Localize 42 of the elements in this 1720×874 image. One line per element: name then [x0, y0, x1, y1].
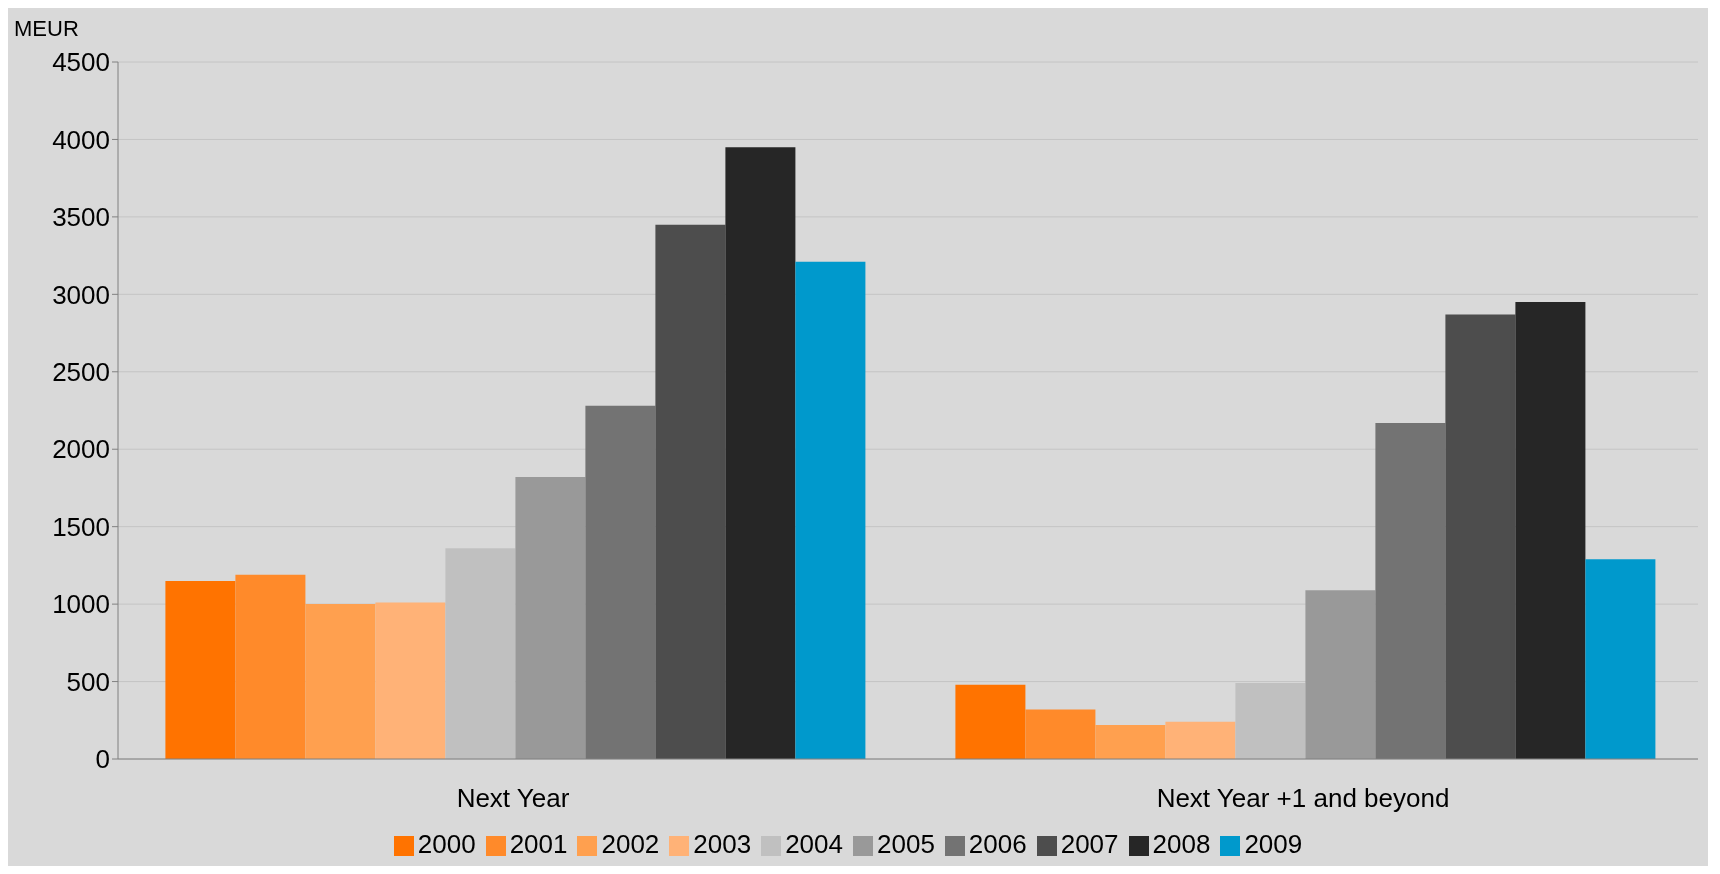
y-tick-label: 0 [95, 744, 110, 775]
legend-label: 2009 [1244, 829, 1303, 859]
y-tick-label: 4000 [52, 124, 110, 155]
y-tick-label: 2000 [52, 434, 110, 465]
bar [1375, 422, 1446, 759]
bar [1165, 721, 1236, 759]
bar [1025, 709, 1096, 759]
legend-label: 2007 [1060, 829, 1119, 859]
y-tick-label: 500 [66, 666, 110, 697]
x-tick-label: Next Year +1 and beyond [1156, 783, 1450, 814]
legend-label: 2002 [601, 829, 660, 859]
bar [1515, 302, 1586, 759]
bar [1585, 559, 1656, 759]
legend-label: 2004 [785, 829, 843, 859]
y-tick-label: 3500 [52, 202, 110, 233]
bar [445, 548, 516, 759]
legend-label: 2008 [1152, 829, 1211, 859]
bar [655, 224, 726, 759]
legend-label: 2006 [968, 829, 1027, 859]
legend-label: 2005 [877, 829, 935, 859]
y-axis-title: MEUR [14, 16, 79, 42]
bar [305, 604, 376, 759]
bar [955, 684, 1026, 759]
y-tick-label: 1000 [52, 589, 110, 620]
bar [585, 405, 656, 759]
bar [1445, 314, 1516, 759]
bar [725, 147, 796, 759]
bar [1095, 724, 1166, 759]
legend-label: 2000 [417, 829, 476, 859]
y-tick-label: 3000 [52, 279, 110, 310]
bar [515, 477, 586, 759]
bar [375, 602, 446, 759]
bar [795, 261, 866, 759]
y-tick-label: 1500 [52, 511, 110, 542]
y-tick-label: 2500 [52, 357, 110, 388]
legend-label: 2003 [693, 829, 752, 859]
legend-label: 2001 [509, 829, 568, 859]
x-tick-label: Next Year [456, 783, 570, 814]
y-tick-label: 4500 [52, 47, 110, 78]
bar [165, 580, 236, 759]
bar [1305, 590, 1376, 759]
bar [235, 574, 306, 759]
